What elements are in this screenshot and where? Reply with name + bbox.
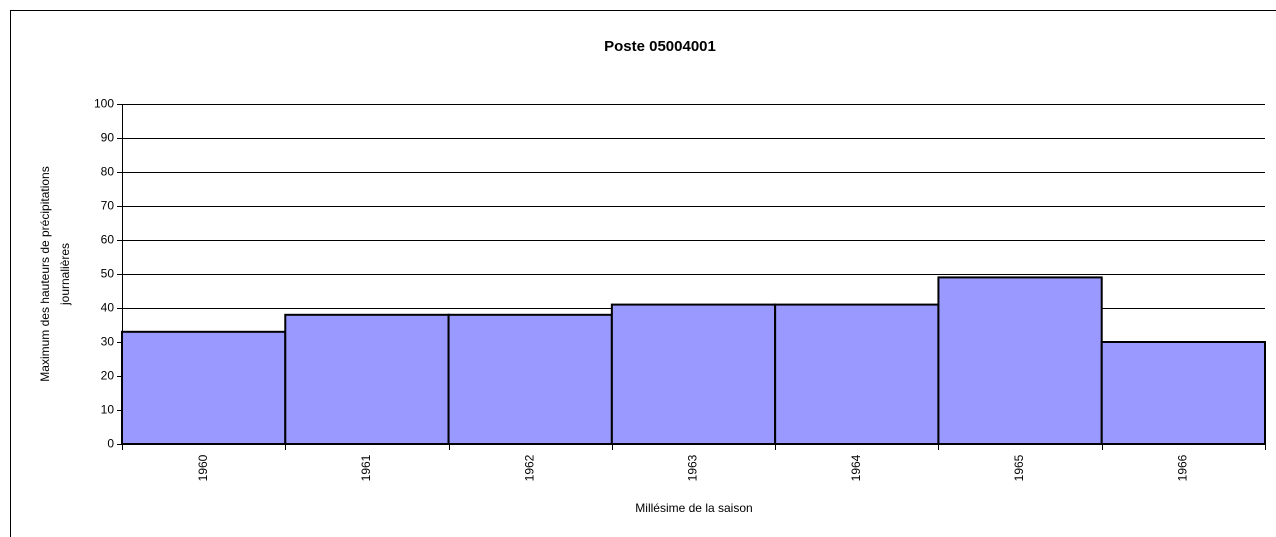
bar	[447, 313, 613, 445]
bar	[937, 276, 1103, 445]
y-tick-label: 10	[101, 403, 115, 417]
bar	[610, 303, 777, 445]
y-axis-label: Maximum des hauteurs de précipitations j…	[38, 166, 72, 381]
y-tick-label: 30	[101, 335, 115, 349]
y-tick-label: 60	[101, 233, 115, 247]
y-tick-label: 40	[101, 301, 115, 315]
x-axis-label: Millésime de la saison	[635, 501, 752, 515]
y-tick-label: 50	[101, 267, 115, 281]
y-tick-label: 20	[101, 369, 115, 383]
x-tick-label: 1962	[522, 454, 536, 481]
y-tick-label: 90	[101, 131, 115, 145]
bar	[284, 313, 450, 445]
x-tick-label: 1964	[849, 454, 863, 481]
bar	[1100, 341, 1266, 445]
y-tick-label: 80	[101, 165, 115, 179]
x-tick-label: 1965	[1012, 454, 1026, 481]
y-tick-label: 0	[107, 437, 114, 451]
x-tick-label: 1966	[1176, 454, 1190, 481]
x-tick-label: 1961	[359, 454, 373, 481]
y-tick-label: 70	[101, 199, 115, 213]
y-tick-label: 100	[94, 97, 114, 111]
bar	[774, 303, 940, 445]
x-tick-label: 1960	[196, 454, 210, 481]
y-axis-label-line: journalières	[58, 243, 72, 306]
bar	[121, 330, 287, 445]
y-axis-label-line: Maximum des hauteurs de précipitations	[38, 166, 52, 381]
chart-title: Poste 05004001	[604, 38, 716, 55]
x-tick-label: 1963	[686, 454, 700, 481]
